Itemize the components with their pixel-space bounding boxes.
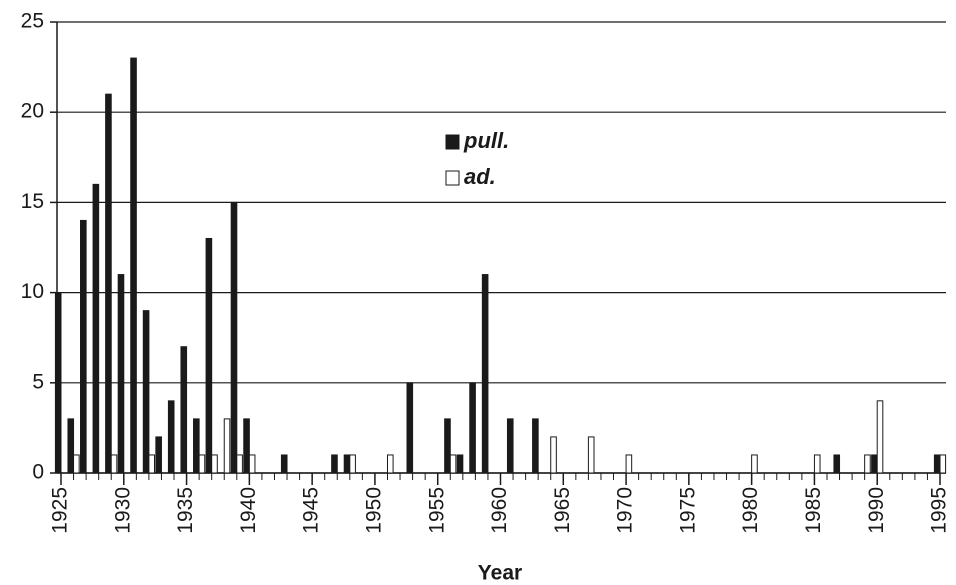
bar bbox=[871, 454, 878, 474]
bar bbox=[73, 454, 80, 474]
legend-label: ad. bbox=[464, 164, 496, 189]
bar bbox=[180, 346, 188, 474]
bar bbox=[349, 454, 356, 474]
bar bbox=[155, 436, 162, 474]
bar bbox=[110, 454, 118, 474]
bar bbox=[223, 418, 231, 474]
bar bbox=[67, 418, 75, 474]
x-tick-label: 1990 bbox=[865, 487, 888, 534]
bar bbox=[587, 436, 595, 474]
x-tick-label: 1940 bbox=[237, 487, 260, 534]
x-tick-label: 1950 bbox=[362, 487, 385, 534]
x-tick-label: 1925 bbox=[49, 487, 72, 534]
legend-swatch bbox=[445, 170, 460, 186]
bar bbox=[236, 454, 243, 474]
bar bbox=[532, 418, 539, 474]
bar bbox=[248, 454, 256, 474]
bar bbox=[198, 454, 206, 474]
bar bbox=[243, 418, 250, 474]
bar bbox=[193, 418, 200, 474]
bar bbox=[864, 454, 871, 474]
bar bbox=[80, 219, 87, 474]
bar bbox=[456, 454, 464, 474]
bar bbox=[211, 454, 218, 474]
x-tick-label: 1945 bbox=[300, 487, 323, 534]
y-tick-label: 15 bbox=[21, 190, 44, 213]
bar bbox=[933, 454, 941, 474]
x-tick-label: 1960 bbox=[488, 487, 511, 534]
bar bbox=[54, 292, 62, 474]
bar bbox=[386, 454, 394, 474]
bar bbox=[117, 274, 125, 474]
x-tick-label: 1965 bbox=[551, 487, 574, 534]
bar bbox=[481, 274, 489, 474]
x-tick-label: 1975 bbox=[676, 487, 699, 534]
y-tick-label: 10 bbox=[21, 280, 44, 303]
x-tick-label: 1995 bbox=[928, 487, 951, 534]
y-tick-label: 20 bbox=[21, 100, 44, 123]
bar bbox=[469, 382, 476, 474]
x-tick-label: 1970 bbox=[614, 487, 637, 534]
bar bbox=[142, 310, 150, 474]
bar bbox=[280, 454, 288, 474]
bar bbox=[444, 418, 451, 474]
bar bbox=[876, 400, 884, 474]
bar bbox=[148, 454, 155, 474]
bar bbox=[406, 382, 414, 474]
y-tick-label: 25 bbox=[21, 10, 44, 33]
bar bbox=[167, 400, 175, 474]
x-tick-label: 1980 bbox=[739, 487, 762, 534]
bar bbox=[130, 57, 137, 474]
bar bbox=[833, 454, 841, 474]
bar bbox=[205, 237, 213, 474]
bar bbox=[449, 454, 457, 474]
x-tick-label: 1935 bbox=[174, 487, 197, 534]
x-tick-label: 1955 bbox=[425, 487, 448, 534]
y-tick-label: 5 bbox=[32, 370, 44, 393]
y-tick-label: 0 bbox=[32, 461, 44, 484]
bar bbox=[92, 183, 100, 474]
bar bbox=[751, 454, 758, 474]
bar bbox=[625, 454, 633, 474]
x-tick-label: 1930 bbox=[111, 487, 134, 534]
bar bbox=[343, 454, 351, 474]
bar bbox=[506, 418, 514, 474]
legend-swatch bbox=[445, 134, 460, 150]
legend-label: pull. bbox=[463, 128, 509, 153]
bar bbox=[230, 201, 238, 474]
bar bbox=[550, 436, 557, 474]
bar bbox=[813, 454, 821, 474]
x-tick-label: 1985 bbox=[802, 487, 825, 534]
bar bbox=[331, 454, 338, 474]
bar bbox=[105, 93, 112, 474]
x-axis-label: Year bbox=[478, 562, 522, 585]
bar bbox=[939, 454, 947, 474]
